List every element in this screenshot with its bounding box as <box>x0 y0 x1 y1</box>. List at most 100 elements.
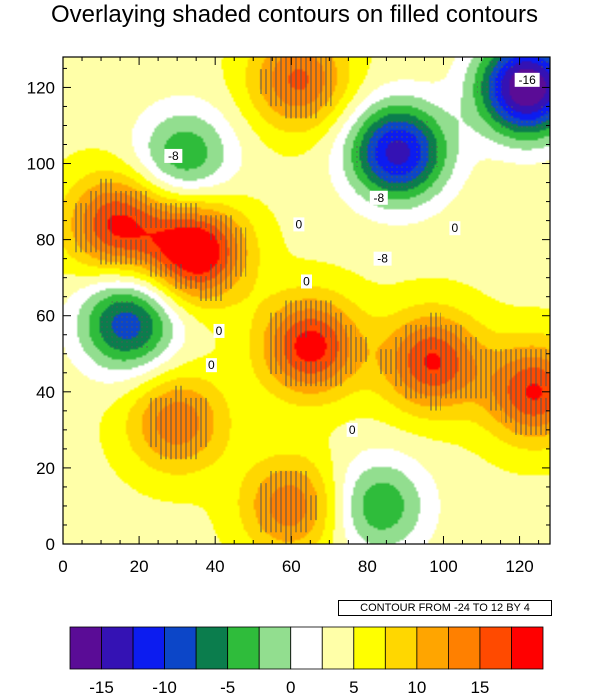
shading-cell <box>257 507 271 521</box>
shading-cell <box>282 495 295 508</box>
shading-cell <box>148 263 161 277</box>
shading-cell <box>257 69 271 82</box>
shading-cell <box>172 434 186 448</box>
shading-cell <box>489 349 502 362</box>
contour-label: -8 <box>168 149 179 163</box>
shading-cell <box>428 142 441 155</box>
contour-label: -8 <box>377 252 388 266</box>
shading-cell <box>209 227 222 241</box>
shading-cell <box>99 178 113 192</box>
shading-cell <box>440 361 454 375</box>
shading-cell <box>318 373 332 387</box>
shading-cell <box>294 105 307 119</box>
shading-cell <box>391 349 405 362</box>
shading-cell <box>123 324 137 338</box>
shading-cell <box>99 324 113 338</box>
shading-cell <box>440 385 454 399</box>
shading-cell <box>257 495 271 508</box>
shading-cell <box>87 239 101 253</box>
shading-cell <box>294 495 307 508</box>
shading-cell <box>282 349 295 362</box>
shading-cell <box>416 117 429 131</box>
shading-cell <box>489 81 502 95</box>
colorbar-swatch <box>479 626 512 670</box>
shading-cell <box>196 434 210 448</box>
shading-cell <box>172 215 186 228</box>
shading-cell <box>403 373 417 387</box>
shading-cell <box>525 397 539 411</box>
shading-cell <box>306 507 320 521</box>
shading-cell <box>282 105 295 119</box>
shading-cell <box>440 337 454 350</box>
shading-cell <box>111 324 125 338</box>
contour-label: 0 <box>296 217 303 231</box>
shading-cell <box>513 373 527 387</box>
shading-cell <box>111 239 125 253</box>
shading-cell <box>428 397 441 411</box>
colorbar-swatch <box>447 626 481 670</box>
shading-cell <box>379 117 393 131</box>
shading-cell <box>306 495 320 508</box>
shading-cell <box>136 251 149 265</box>
shading-cell <box>136 337 149 350</box>
shading-cell <box>269 361 283 375</box>
shading-cell <box>416 373 429 387</box>
y-tick-label: 0 <box>46 535 55 554</box>
shading-cell <box>184 434 198 448</box>
shading-cell <box>306 300 320 314</box>
shading-cell <box>343 337 356 350</box>
shading-cell <box>391 130 405 143</box>
shading-cell <box>525 373 539 387</box>
shading-cell <box>318 81 332 95</box>
shading-cell <box>355 337 368 350</box>
shading-cell <box>391 373 405 387</box>
shading-cell <box>184 410 198 423</box>
shading-cell <box>367 154 381 168</box>
shading-cell <box>306 93 320 107</box>
shading-cell <box>403 349 417 362</box>
shading-cell <box>221 227 234 241</box>
shading-cell <box>330 349 344 362</box>
colorbar-tick-label: 10 <box>407 678 426 697</box>
shading-cell <box>160 446 174 460</box>
shading-cell <box>501 361 514 375</box>
shading-cell <box>282 507 295 521</box>
shading-cell <box>318 361 332 375</box>
plot-frame <box>62 56 551 545</box>
shading-cell <box>294 312 307 326</box>
shading-cell <box>294 519 307 533</box>
shading-cell <box>160 397 174 411</box>
shading-cell <box>452 324 466 338</box>
shading-cell <box>99 215 113 228</box>
shading-cell <box>257 519 271 533</box>
shading-cell <box>99 227 113 241</box>
shading-cell <box>196 410 210 423</box>
shading-cell <box>343 349 356 362</box>
shading-cell <box>403 178 417 192</box>
shading-cell <box>416 154 429 168</box>
shading-cell <box>330 324 344 338</box>
shading-cell <box>489 373 502 387</box>
shading-cell <box>294 483 307 496</box>
colorbar-swatch <box>321 626 355 670</box>
shading-cell <box>294 300 307 314</box>
shading-cell <box>428 324 441 338</box>
shading-cell <box>391 361 405 375</box>
shading-cell <box>464 337 478 350</box>
shading-cell <box>111 337 125 350</box>
shading-cell <box>318 69 332 82</box>
colorbar-swatch <box>69 626 102 670</box>
shading-cell <box>306 105 320 119</box>
shading-cell <box>148 434 161 448</box>
shading-cell <box>440 373 454 387</box>
shading-cell <box>123 203 137 216</box>
shading-cell <box>537 349 550 362</box>
shading-cell <box>294 81 307 95</box>
shading-cell <box>294 57 307 70</box>
shading-cell <box>99 203 113 216</box>
shading-cell <box>525 117 539 131</box>
contour-label-box <box>293 217 305 232</box>
shading-cell <box>416 130 429 143</box>
shading-cell <box>537 361 550 375</box>
shading-cell <box>513 397 527 411</box>
